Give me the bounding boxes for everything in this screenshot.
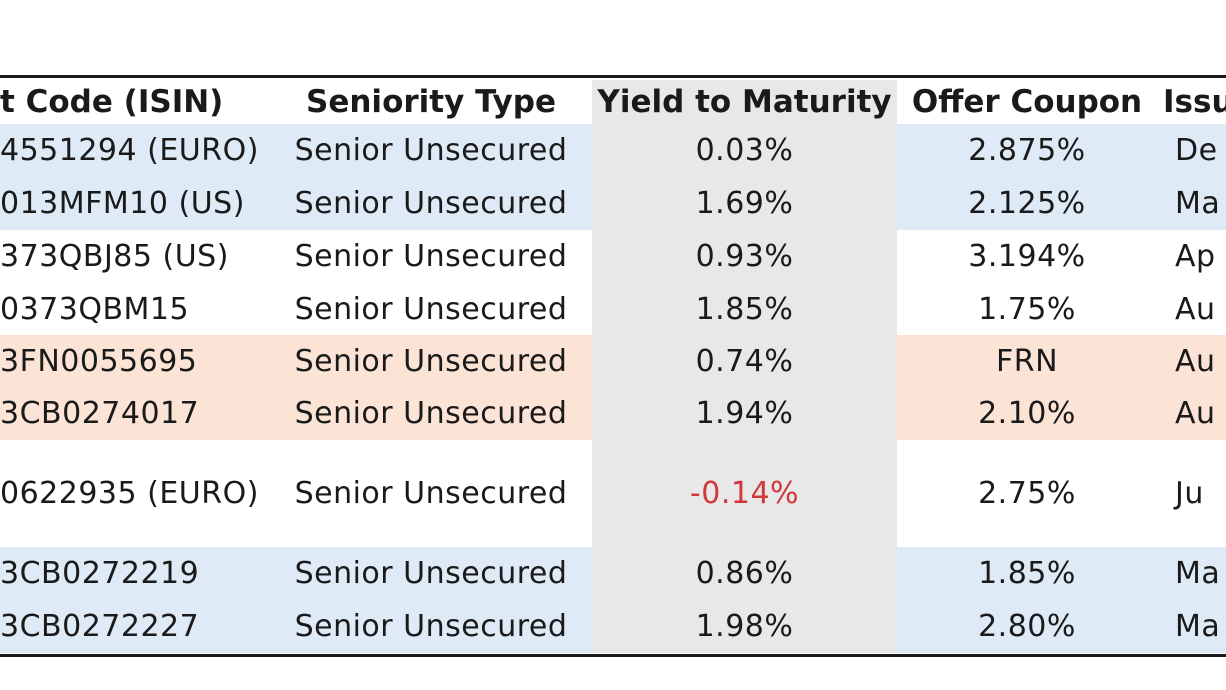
table-row: 0373QBM15 Senior Unsecured 1.85% 1.75% Au (0, 283, 1226, 335)
cell-issue: De (1157, 124, 1226, 176)
table-row: 3CB0272219 Senior Unsecured 0.86% 1.85% Ma (0, 547, 1226, 599)
cell-ytm: 0.86% (592, 547, 897, 599)
cell-issue: Au (1157, 387, 1226, 440)
cell-ytm: 0.74% (592, 335, 897, 387)
cell-seniority: Senior Unsecured (270, 335, 592, 387)
header-seniority: Seniority Type (306, 84, 556, 120)
cell-isin: 3CB0274017 (0, 387, 270, 440)
cell-issue: Au (1157, 335, 1226, 387)
cell-ytm: 1.98% (592, 599, 897, 653)
table-top-rule (0, 75, 1226, 78)
cell-isin: 3FN0055695 (0, 335, 270, 387)
cell-isin: 373QBJ85 (US) (0, 239, 229, 274)
cell-seniority: Senior Unsecured (270, 599, 592, 653)
header-coupon: Offer Coupon (911, 84, 1143, 120)
cell-seniority: Senior Unsecured (294, 239, 568, 274)
table-header-row: t Code (ISIN) Seniority Type Yield to Ma… (0, 80, 1226, 124)
cell-coupon: 2.75% (978, 476, 1076, 511)
cell-seniority: Senior Unsecured (270, 176, 592, 230)
cell-issue: Ma (1157, 547, 1226, 599)
cell-seniority: Senior Unsecured (294, 291, 568, 327)
table-row: 3CB0272227 Senior Unsecured 1.98% 2.80% Ma (0, 599, 1226, 653)
cell-coupon: 2.80% (897, 599, 1157, 653)
cell-seniority: Senior Unsecured (270, 547, 592, 599)
cell-coupon: 2.10% (897, 387, 1157, 440)
cell-issue: Ju (1175, 476, 1204, 511)
table-row: 3FN0055695 Senior Unsecured 0.74% FRN Au (0, 335, 1226, 387)
cell-isin: 013MFM10 (US) (0, 176, 270, 230)
cell-ytm: 0.03% (592, 124, 897, 176)
cell-coupon: 2.125% (897, 176, 1157, 230)
cell-isin: 3CB0272219 (0, 547, 270, 599)
cell-coupon: FRN (897, 335, 1157, 387)
cell-ytm: 1.94% (592, 387, 897, 440)
table-row: 3CB0274017 Senior Unsecured 1.94% 2.10% Au (0, 387, 1226, 440)
cell-isin: 3CB0272227 (0, 599, 270, 653)
cell-coupon: 2.875% (897, 124, 1157, 176)
cell-ytm: -0.14% (592, 440, 897, 547)
cell-isin: 4551294 (EURO) (0, 124, 270, 176)
header-ytm: Yield to Maturity (592, 80, 897, 124)
cell-issue: Ma (1157, 599, 1226, 653)
cell-ytm: 1.69% (592, 176, 897, 230)
table-row: 013MFM10 (US) Senior Unsecured 1.69% 2.125%… (0, 176, 1226, 230)
cell-coupon: 1.85% (897, 547, 1157, 599)
cell-issue: Ap (1175, 239, 1216, 274)
table-row: 373QBJ85 (US) Senior Unsecured 0.93% 3.194%… (0, 230, 1226, 283)
cell-ytm: 1.85% (592, 283, 897, 335)
header-isin: t Code (ISIN) (0, 84, 224, 120)
cell-seniority: Senior Unsecured (270, 387, 592, 440)
cell-seniority: Senior Unsecured (270, 124, 592, 176)
cell-seniority: Senior Unsecured (294, 476, 568, 511)
table-row: 4551294 (EURO) Senior Unsecured 0.03% 2.875… (0, 124, 1226, 176)
cell-issue: Ma (1157, 176, 1226, 230)
table-row: 0622935 (EURO) Senior Unsecured -0.14% 2.75… (0, 440, 1226, 547)
cell-isin: 0373QBM15 (0, 291, 190, 327)
cell-coupon: 1.75% (978, 291, 1076, 327)
cell-coupon: 3.194% (968, 239, 1086, 274)
table-bottom-rule (0, 654, 1226, 657)
cell-ytm: 0.93% (592, 230, 897, 283)
cell-issue: Au (1175, 291, 1216, 327)
cell-isin: 0622935 (EURO) (0, 476, 259, 511)
header-issue: Issue (1163, 84, 1226, 120)
